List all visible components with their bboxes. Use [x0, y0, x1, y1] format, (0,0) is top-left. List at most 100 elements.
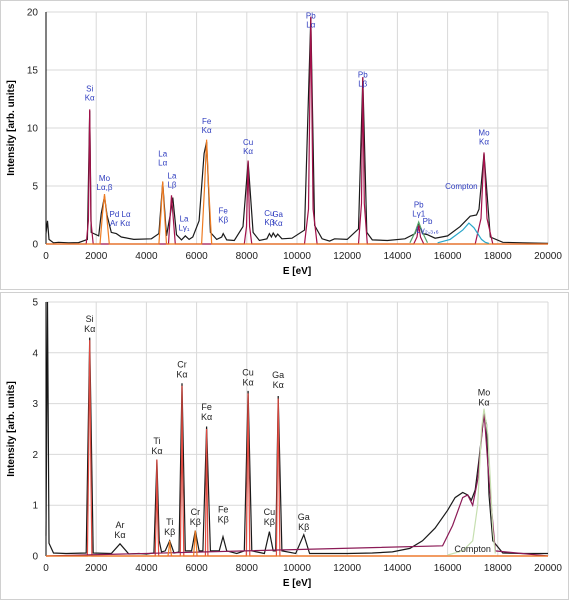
y-tick-label: 5	[32, 298, 38, 309]
peak-label: Kα	[176, 370, 187, 380]
peak-label: Lβ	[167, 181, 176, 190]
series-line-4	[409, 220, 429, 244]
peak-label: Pb	[423, 217, 433, 226]
peak-label: Ti	[153, 436, 160, 446]
peak-label: Lγ1	[412, 210, 425, 219]
x-axis-title: E [eV]	[283, 578, 311, 589]
x-tick-label: 8000	[236, 251, 259, 262]
y-tick-label: 2	[32, 450, 38, 461]
x-tick-label: 16000	[434, 251, 462, 262]
peak-label: Kβ	[190, 517, 201, 527]
peak-label: Lα,β	[97, 183, 113, 192]
peak-label: Kβ	[298, 522, 309, 532]
y-tick-label: 1	[32, 501, 38, 512]
x-tick-label: 10000	[283, 251, 311, 262]
series-line-3	[46, 530, 548, 557]
x-tick-label: 14000	[383, 251, 411, 262]
peak-label: La	[168, 172, 177, 181]
peak-label: Mo	[478, 129, 490, 138]
peak-label: Fe	[218, 505, 229, 515]
peak-label: Mo	[478, 388, 491, 398]
peak-label: Kα	[201, 412, 212, 422]
peak-label: Kβ	[264, 517, 275, 527]
peak-label: Kα	[151, 446, 162, 456]
x-tick-label: 4000	[135, 251, 158, 262]
peak-label: Kα	[478, 398, 489, 408]
y-axis-title: Intensity [arb. units]	[6, 80, 17, 176]
peak-label: Kα	[243, 147, 253, 156]
peak-label: Cu	[264, 209, 274, 218]
x-tick-label: 18000	[484, 563, 512, 574]
series-line-4	[447, 408, 496, 556]
peak-label: Cu	[242, 367, 254, 377]
x-tick-label: 0	[43, 251, 49, 262]
bottom-chart: 0 2000 4000 6000 8000 10000 12000 14000 16000 180…	[6, 298, 562, 590]
peak-label: Kα	[114, 530, 125, 540]
y-tick-label: 0	[32, 240, 38, 251]
bottom-panel-frame	[0, 292, 569, 600]
peak-label: Kβ	[218, 215, 228, 224]
peak-label: Ga	[298, 512, 310, 522]
peak-label: Fe	[201, 402, 212, 412]
peak-label: Kα	[202, 126, 212, 135]
peak-label: Kα	[273, 380, 284, 390]
x-axis-title: E [eV]	[283, 266, 311, 277]
top-chart: 0 2000 4000 6000 8000 10000 12000 14000 16000 180…	[6, 8, 562, 278]
peak-label: Kα	[85, 94, 95, 103]
peak-label: Pb	[306, 12, 316, 21]
series-line-3	[437, 222, 490, 244]
x-tick-label: 2000	[85, 251, 108, 262]
peak-label: Lα	[306, 21, 315, 30]
y-axis-title: Intensity [arb. units]	[6, 381, 17, 477]
peak-label: Kβ	[164, 527, 175, 537]
top-panel-frame	[0, 0, 569, 290]
peak-label: Kα	[84, 324, 95, 334]
peak-label: Ti	[166, 517, 173, 527]
x-tick-label: 2000	[85, 563, 108, 574]
peak-label: Mo	[99, 174, 111, 183]
peak-label: Ar Kα	[110, 219, 131, 228]
peak-label: Cu	[243, 138, 253, 147]
y-tick-label: 15	[27, 66, 39, 77]
x-tick-label: 10000	[283, 563, 311, 574]
x-tick-label: 18000	[484, 251, 512, 262]
x-tick-label: 8000	[236, 563, 259, 574]
y-tick-label: 0	[32, 552, 38, 563]
x-tick-label: 12000	[333, 251, 361, 262]
peak-label: Ga	[272, 210, 283, 219]
x-tick-label: 0	[43, 563, 49, 574]
y-tick-label: 3	[32, 399, 38, 410]
x-tick-label: 20000	[534, 251, 562, 262]
y-tick-label: 20	[27, 8, 39, 19]
peak-label: Cu	[264, 507, 276, 517]
peak-label: Kβ	[264, 218, 274, 227]
x-tick-label: 6000	[185, 251, 208, 262]
peak-label: Pb	[358, 71, 368, 80]
peak-label: La	[158, 150, 167, 159]
peak-label: Lβ	[358, 80, 367, 89]
y-tick-label: 4	[32, 348, 38, 359]
x-tick-label: 12000	[333, 563, 361, 574]
peak-label: Ga	[272, 370, 284, 380]
peak-label: Cr	[177, 360, 187, 370]
peak-label: Kα	[242, 377, 253, 387]
peak-label: Kβ	[218, 515, 229, 525]
peak-label: Si	[86, 314, 94, 324]
series-line-2	[46, 139, 548, 245]
x-tick-label: 4000	[135, 563, 158, 574]
peak-label: Compton	[454, 544, 491, 554]
peak-label: Lγ₁	[178, 224, 189, 233]
x-tick-label: 20000	[534, 563, 562, 574]
y-tick-label: 10	[27, 124, 39, 135]
peak-label: Fe	[219, 206, 229, 215]
peak-label: Lα	[158, 159, 167, 168]
x-tick-label: 6000	[185, 563, 208, 574]
x-tick-label: 14000	[383, 563, 411, 574]
peak-label: Cr	[191, 507, 201, 517]
x-tick-label: 16000	[434, 563, 462, 574]
peak-label: Pb	[414, 201, 424, 210]
y-tick-label: 5	[32, 182, 38, 193]
peak-label: Compton	[445, 182, 477, 191]
